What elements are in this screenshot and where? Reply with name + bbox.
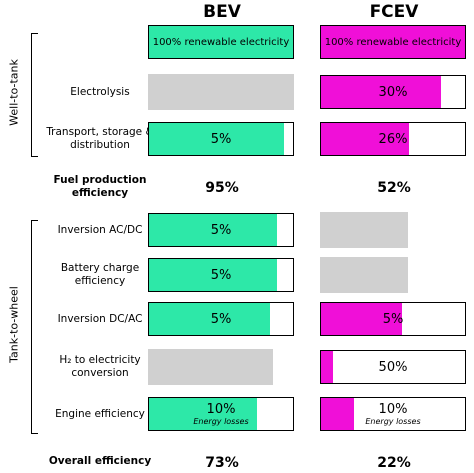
step-text: 5% xyxy=(149,303,293,335)
bracket xyxy=(31,220,38,434)
step-box: 5% xyxy=(148,122,294,156)
row-label: H₂ to electricity conversion xyxy=(59,354,141,379)
remaining-energy xyxy=(321,123,409,155)
step-text: 100% renewable electricity xyxy=(149,26,293,58)
row-label: Electrolysis xyxy=(70,85,130,98)
remaining-energy xyxy=(149,123,285,155)
group-label: Well-to-tank xyxy=(7,59,21,126)
remaining-energy xyxy=(321,76,441,108)
summary-value: 73% xyxy=(205,455,239,471)
remaining-energy xyxy=(149,259,278,291)
remaining-energy xyxy=(321,351,333,383)
loss-value: 26% xyxy=(378,131,408,147)
step-text: 5% xyxy=(149,123,293,155)
not-applicable xyxy=(320,212,408,248)
step-text: 30% xyxy=(321,76,465,108)
loss-value: 5% xyxy=(210,267,232,283)
step-box: 5% xyxy=(148,213,294,247)
loss-value: 10% xyxy=(378,402,408,417)
step-box: 10% Energy losses xyxy=(148,397,294,431)
loss-value: 5% xyxy=(382,311,404,327)
remaining-energy xyxy=(149,214,278,246)
step-text: 10% Energy losses xyxy=(321,398,465,430)
not-applicable xyxy=(148,349,273,385)
summary-value: 95% xyxy=(205,180,239,196)
step-box: 5% xyxy=(148,302,294,336)
step-box: 26% xyxy=(320,122,466,156)
loss-value: 100% renewable electricity xyxy=(324,36,462,48)
step-box: 100% renewable electricity xyxy=(320,25,466,59)
step-box: 10% Energy losses xyxy=(320,397,466,431)
remaining-energy xyxy=(149,398,257,430)
bracket xyxy=(31,33,38,157)
loss-value: 30% xyxy=(378,84,408,100)
loss-value: 5% xyxy=(210,222,232,238)
step-text: 5% xyxy=(149,214,293,246)
row-label: Transport, storage & distribution xyxy=(46,126,154,151)
step-text: 10% Energy losses xyxy=(149,398,293,430)
summary-label: Fuel production efficiency xyxy=(53,174,147,199)
row-label: Inversion AC/DC xyxy=(57,223,143,236)
step-text: 26% xyxy=(321,123,465,155)
group-label: Tank-to-wheel xyxy=(7,286,21,363)
summary-value: 52% xyxy=(377,180,411,196)
summary-label: Overall efficiency xyxy=(48,455,152,467)
column-header: FCEV xyxy=(369,2,419,22)
step-text: 100% renewable electricity xyxy=(321,26,465,58)
remaining-energy xyxy=(321,26,465,58)
step-box: 5% xyxy=(320,302,466,336)
remaining-energy xyxy=(321,303,402,335)
step-box: 5% xyxy=(148,258,294,292)
loss-value: 50% xyxy=(378,359,408,375)
loss-value: 5% xyxy=(210,131,232,147)
row-label: Inversion DC/AC xyxy=(57,312,143,325)
step-text: 50% xyxy=(321,351,465,383)
row-label: Engine efficiency xyxy=(55,407,145,420)
loss-value: 5% xyxy=(210,311,232,327)
row-label: Battery charge efficiency xyxy=(60,262,140,287)
step-box: 30% xyxy=(320,75,466,109)
summary-value: 22% xyxy=(377,455,411,471)
column-header: BEV xyxy=(203,2,241,22)
loss-note: Energy losses xyxy=(365,417,421,426)
remaining-energy xyxy=(149,26,293,58)
not-applicable xyxy=(148,74,294,110)
step-text: 5% xyxy=(149,259,293,291)
not-applicable xyxy=(320,257,408,293)
remaining-energy xyxy=(149,303,270,335)
step-box: 100% renewable electricity xyxy=(148,25,294,59)
loss-note: Energy losses xyxy=(193,417,249,426)
step-box: 50% xyxy=(320,350,466,384)
loss-value: 10% xyxy=(206,402,236,417)
remaining-energy xyxy=(321,398,355,430)
step-text: 5% xyxy=(321,303,465,335)
loss-value: 100% renewable electricity xyxy=(152,36,290,48)
